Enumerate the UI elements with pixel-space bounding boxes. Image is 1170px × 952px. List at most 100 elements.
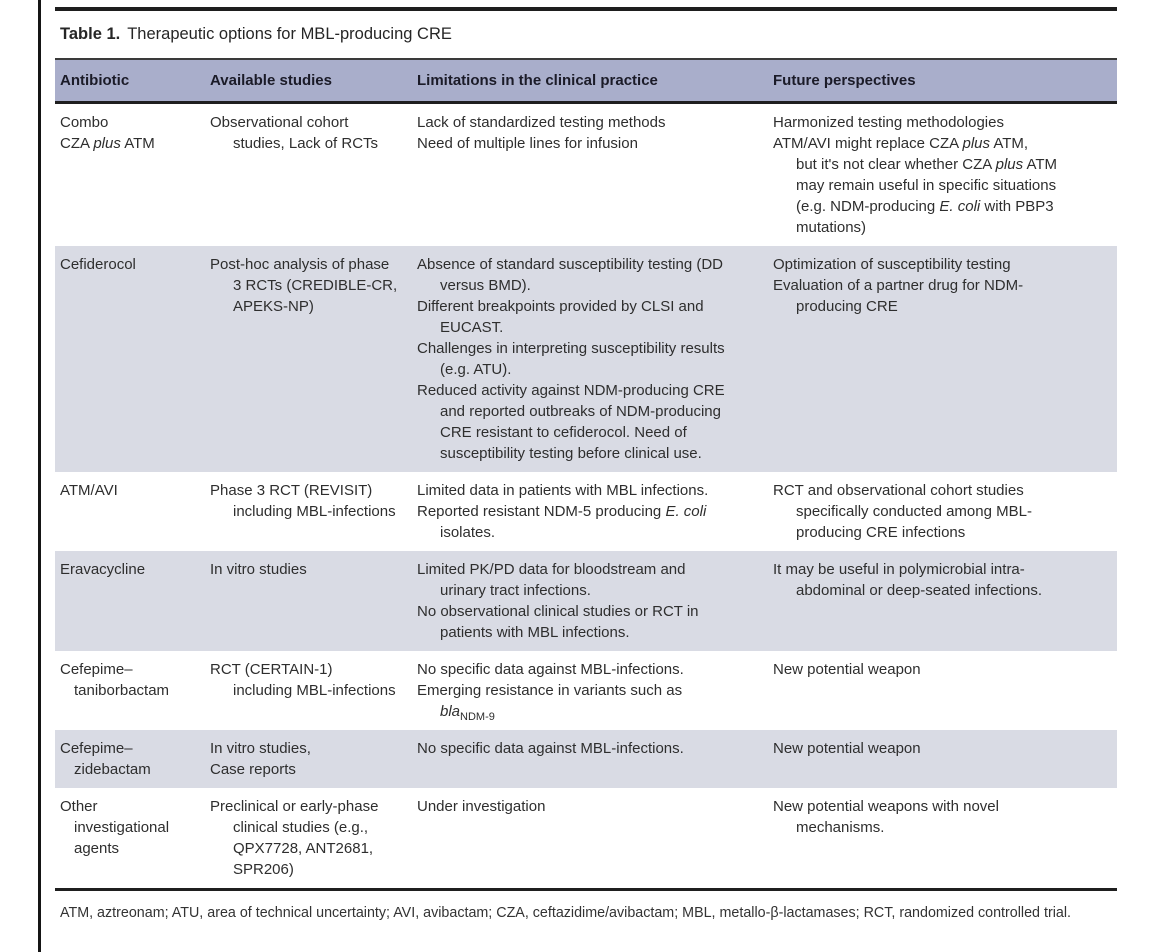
text-line: specifically conducted among MBL- [796, 503, 1032, 520]
table-caption-text: Therapeutic options for MBL-producing CR… [127, 25, 452, 43]
text-line: Phase 3 RCT (REVISIT) [210, 482, 373, 499]
text-line: including MBL-infections [233, 682, 396, 699]
text-line: Cefepime– [60, 740, 133, 757]
cell-future: It may be useful in polymicrobial intra-… [773, 551, 1117, 651]
cell-antibiotic: Eravacycline [55, 551, 210, 651]
text-line: New potential weapons with novel [773, 798, 999, 815]
table-row: Cefepime– zidebactam In vitro studies, Case… [55, 730, 1117, 788]
text-line: including MBL-infections [233, 503, 396, 520]
table-row: Cefiderocol Post-hoc analysis of phase 3 R… [55, 246, 1117, 472]
cell-studies: In vitro studies [210, 551, 417, 651]
text-line: agents [74, 840, 120, 857]
cell-future: New potential weapons with novel mechanis… [773, 788, 1117, 888]
cell-limitations: Limited data in patients with MBL infect… [417, 472, 773, 551]
text-line: abdominal or deep-seated infections. [796, 582, 1042, 599]
text-line: RCT (CERTAIN-1) [210, 661, 333, 678]
text-line: QPX7728, ANT2681, [233, 840, 374, 857]
text-line: ATM/AVI [60, 482, 118, 499]
table-caption: Table 1. Therapeutic options for MBL-prod… [60, 25, 1117, 44]
cell-future: RCT and observational cohort studies spec… [773, 472, 1117, 551]
cell-limitations: Under investigation [417, 788, 773, 888]
table-row: Eravacycline In vitro studies Limited PK/P… [55, 551, 1117, 651]
cell-antibiotic: Cefepime– taniborbactam [55, 651, 210, 730]
text-line: Need of multiple lines for infusion [417, 135, 638, 152]
text-line: mutations) [796, 219, 867, 236]
text-line: Post-hoc analysis of phase [210, 256, 390, 273]
table-header: Antibiotic Available studies Limitations… [55, 58, 1117, 104]
table-row: Other investigational agents Preclinical or… [55, 788, 1117, 888]
text-line: may remain useful in specific situations [796, 177, 1057, 194]
cell-future: Harmonized testing methodologies ATM/AVI … [773, 103, 1117, 247]
cell-future: New potential weapon [773, 651, 1117, 730]
text-line: It may be useful in polymicrobial intra- [773, 561, 1025, 578]
text-line: SPR206) [233, 861, 294, 878]
cell-studies: RCT (CERTAIN-1) including MBL-infections [210, 651, 417, 730]
table-header-row: Antibiotic Available studies Limitations… [55, 58, 1117, 104]
text-line: zidebactam [74, 761, 151, 778]
column-header-available-studies: Available studies [210, 58, 417, 104]
cell-antibiotic: Cefepime– zidebactam [55, 730, 210, 788]
text-line: Combo [60, 114, 109, 131]
text-line: No observational clinical studies or RCT… [417, 603, 699, 620]
cell-limitations: Lack of standardized testing methods Need… [417, 103, 773, 247]
text-line: Case reports [210, 761, 296, 778]
cell-limitations: Absence of standard susceptibility testi… [417, 246, 773, 472]
text-line: patients with MBL infections. [440, 624, 630, 641]
cell-antibiotic: Cefiderocol [55, 246, 210, 472]
column-header-future-perspectives: Future perspectives [773, 58, 1117, 104]
cell-antibiotic: Other investigational agents [55, 788, 210, 888]
text-line: clinical studies (e.g., [233, 819, 369, 836]
text-line: producing CRE infections [796, 524, 966, 541]
cell-limitations: Limited PK/PD data for bloodstream and ur… [417, 551, 773, 651]
text-line: urinary tract infections. [440, 582, 591, 599]
table-figure: Table 1. Therapeutic options for MBL-prod… [55, 7, 1117, 921]
text-line: No specific data against MBL-infections. [417, 740, 684, 757]
text-line: investigational [74, 819, 170, 836]
bottom-rule [55, 888, 1117, 891]
text-line: Challenges in interpreting susceptibilit… [417, 340, 725, 357]
text-line: Observational cohort [210, 114, 349, 131]
text-line: Harmonized testing methodologies [773, 114, 1004, 131]
text-line: New potential weapon [773, 661, 921, 678]
text-line: Under investigation [417, 798, 546, 815]
text-line: Reduced activity against NDM-producing C… [417, 382, 725, 399]
text-line: (e.g. NDM-producing E. coli with PBP3 [796, 198, 1054, 215]
cell-studies: Post-hoc analysis of phase 3 RCTs (CREDIB… [210, 246, 417, 472]
cell-studies: In vitro studies, Case reports [210, 730, 417, 788]
cell-antibiotic: ATM/AVI [55, 472, 210, 551]
text-line: Cefepime– [60, 661, 133, 678]
text-line: and reported outbreaks of NDM-producing [440, 403, 721, 420]
cell-studies: Observational cohort studies, Lack of RCT… [210, 103, 417, 247]
text-line: Limited data in patients with MBL infect… [417, 482, 709, 499]
table-row: Combo CZA plus ATM Observational cohort stu… [55, 103, 1117, 247]
top-rule [55, 7, 1117, 11]
text-line: Evaluation of a partner drug for NDM- [773, 277, 1024, 294]
text-line: Eravacycline [60, 561, 146, 578]
column-header-limitations: Limitations in the clinical practice [417, 58, 773, 104]
table-row: Cefepime– taniborbactam RCT (CERTAIN-1) inc… [55, 651, 1117, 730]
text-line: susceptibility testing before clinical u… [440, 445, 702, 462]
cell-studies: Preclinical or early-phase clinical studi… [210, 788, 417, 888]
text-line: In vitro studies [210, 561, 307, 578]
text-line: 3 RCTs (CREDIBLE-CR, [233, 277, 398, 294]
text-line: but it's not clear whether CZA plus ATM [796, 156, 1058, 173]
column-header-antibiotic: Antibiotic [55, 58, 210, 104]
text-line: CRE resistant to cefiderocol. Need of [440, 424, 687, 441]
text-line: Reported resistant NDM-5 producing E. co… [417, 503, 707, 520]
text-line: Limited PK/PD data for bloodstream and [417, 561, 686, 578]
text-line: (e.g. ATU). [440, 361, 512, 378]
left-border-line [38, 0, 41, 952]
text-line: APEKS-NP) [233, 298, 314, 315]
text-line: Absence of standard susceptibility testi… [417, 256, 723, 273]
cell-future: Optimization of susceptibility testing Ev… [773, 246, 1117, 472]
text-line: Preclinical or early-phase [210, 798, 379, 815]
cell-future: New potential weapon [773, 730, 1117, 788]
text-line: producing CRE [796, 298, 898, 315]
table-body: Combo CZA plus ATM Observational cohort stu… [55, 103, 1117, 889]
text-line: New potential weapon [773, 740, 921, 757]
text-line: Lack of standardized testing methods [417, 114, 666, 131]
cell-limitations: No specific data against MBL-infections. [417, 730, 773, 788]
text-line: Cefiderocol [60, 256, 136, 273]
table-caption-label: Table 1. [60, 25, 121, 43]
text-line: In vitro studies, [210, 740, 311, 757]
